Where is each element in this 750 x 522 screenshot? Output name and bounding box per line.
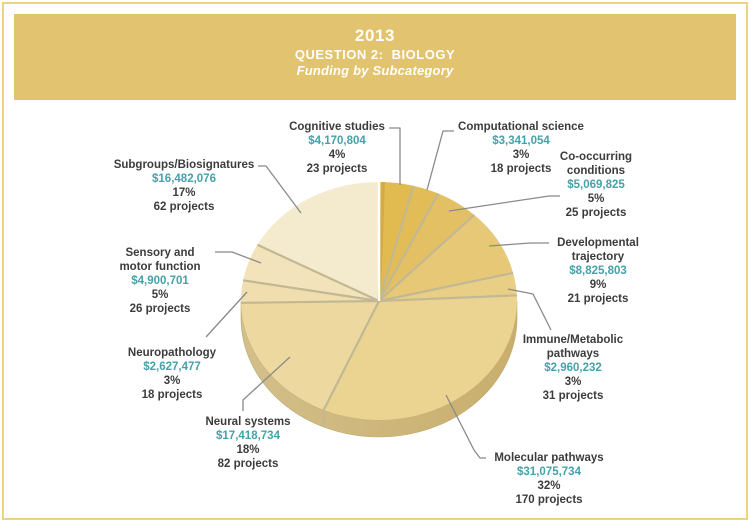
slice-separator xyxy=(378,214,475,302)
slice-projects: 18 projects xyxy=(490,163,552,175)
slice-amount: $5,069,825 xyxy=(567,179,625,191)
slice-name: Co-occurring conditions xyxy=(559,151,633,177)
slice-separator xyxy=(378,294,517,303)
slice-percent: 18% xyxy=(236,444,260,456)
leader-line-co-occurring-conditions xyxy=(448,195,560,212)
pie-label-molecular-pathways: Molecular pathways $31,075,734 32% 170 proj… xyxy=(474,451,624,507)
leader-line-sensory-and-motor-function xyxy=(215,251,262,264)
slice-projects: 23 projects xyxy=(306,163,368,175)
leader-line-immune-metabolic-pathways xyxy=(507,288,552,331)
pie-slice-neural-systems xyxy=(241,301,379,411)
report-year: 2013 xyxy=(354,26,396,45)
pie-label-co-occurring-conditions: Co-occurring conditions $5,069,825 5% 25 pr… xyxy=(541,150,651,220)
slice-projects: 82 projects xyxy=(217,458,279,470)
slice-amount: $2,960,232 xyxy=(544,362,602,374)
slice-projects: 25 projects xyxy=(565,207,627,219)
slice-name: Subgroups/Biosignatures xyxy=(113,159,255,171)
leader-line-neural-systems xyxy=(242,356,291,411)
pie-label-subgroups-biosignatures: Subgroups/Biosignatures $16,482,076 17% 62 … xyxy=(89,158,279,214)
pie-label-cognitive-studies: Cognitive studies $4,170,804 4% 23 projects xyxy=(277,120,397,176)
slice-name: Computational science xyxy=(458,121,584,133)
slice-percent: 32% xyxy=(537,480,561,492)
slice-percent: 9% xyxy=(589,279,607,291)
pie-label-neuropathology: Neuropathology $2,627,477 3% 18 projects xyxy=(107,346,237,402)
slice-separator xyxy=(242,279,380,303)
pie-label-neural-systems: Neural systems $17,418,734 18% 82 projects xyxy=(183,415,313,471)
slice-amount: $3,341,054 xyxy=(492,135,550,147)
slice-projects: 62 projects xyxy=(153,201,215,213)
header-banner: 2013 QUESTION 2: BIOLOGY Funding by Subc… xyxy=(14,14,736,100)
leader-line-cognitive-studies xyxy=(389,127,401,185)
page-subtitle: Funding by Subcategory xyxy=(296,63,454,78)
slice-name: Molecular pathways xyxy=(494,452,604,464)
leader-line-subgroups-biosignatures xyxy=(258,165,302,214)
slice-separator xyxy=(378,193,440,302)
slice-percent: 3% xyxy=(512,149,530,161)
leader-line-computational-science xyxy=(426,130,454,191)
leader-line-neuropathology xyxy=(205,291,248,338)
slice-separator xyxy=(241,299,380,304)
slice-percent: 17% xyxy=(172,187,196,199)
leader-line-developmental-trajectory xyxy=(488,242,549,247)
slice-amount: $8,825,803 xyxy=(569,265,627,277)
slice-amount: $16,482,076 xyxy=(152,173,216,185)
slice-projects: 18 projects xyxy=(141,389,203,401)
slice-percent: 3% xyxy=(564,376,582,388)
slice-percent: 3% xyxy=(163,375,181,387)
slice-name: Developmental trajectory xyxy=(557,237,639,263)
pie-label-sensory-and-motor-function: Sensory and motor function $4,900,701 5% 26… xyxy=(110,246,210,316)
slice-amount: $4,170,804 xyxy=(308,135,366,147)
page-title: QUESTION 2: BIOLOGY xyxy=(294,47,456,62)
slice-amount: $2,627,477 xyxy=(143,361,201,373)
slice-name: Neuropathology xyxy=(127,347,217,359)
slice-projects: 31 projects xyxy=(542,390,604,402)
pie-slice-subgroups-biosignatures xyxy=(257,182,379,301)
pie-label-computational-science: Computational science $3,341,054 3% 18 proj… xyxy=(443,120,599,176)
slice-amount: $4,900,701 xyxy=(131,275,189,287)
pie-label-immune-metabolic-pathways: Immune/Metabolic pathways $2,960,232 3% 31 … xyxy=(505,333,641,403)
slice-projects: 21 projects xyxy=(567,293,629,305)
slice-name: Cognitive studies xyxy=(289,121,385,133)
leader-line-molecular-pathways xyxy=(445,394,486,459)
slice-separator xyxy=(377,185,415,302)
slice-percent: 4% xyxy=(328,149,346,161)
slice-separator xyxy=(378,271,514,303)
slice-amount: $17,418,734 xyxy=(216,430,280,442)
pie-label-developmental-trajectory: Developmental trajectory $8,825,803 9% 21 p… xyxy=(542,236,654,306)
slice-separator xyxy=(322,300,380,411)
slice-separator xyxy=(256,243,380,302)
slice-projects: 26 projects xyxy=(129,303,191,315)
pie-slice-molecular-pathways xyxy=(323,295,517,420)
slice-name: Neural systems xyxy=(205,416,291,428)
pie-slice-co-occurring-conditions xyxy=(379,193,475,301)
slice-name: Sensory and motor function xyxy=(119,247,201,273)
pie-slice-sensory-and-motor-function xyxy=(243,244,379,301)
slice-amount: $31,075,734 xyxy=(517,466,581,478)
slice-name: Immune/Metabolic pathways xyxy=(522,334,624,360)
slice-projects: 170 projects xyxy=(515,494,583,506)
slice-percent: 5% xyxy=(587,193,605,205)
slice-percent: 5% xyxy=(151,289,169,301)
